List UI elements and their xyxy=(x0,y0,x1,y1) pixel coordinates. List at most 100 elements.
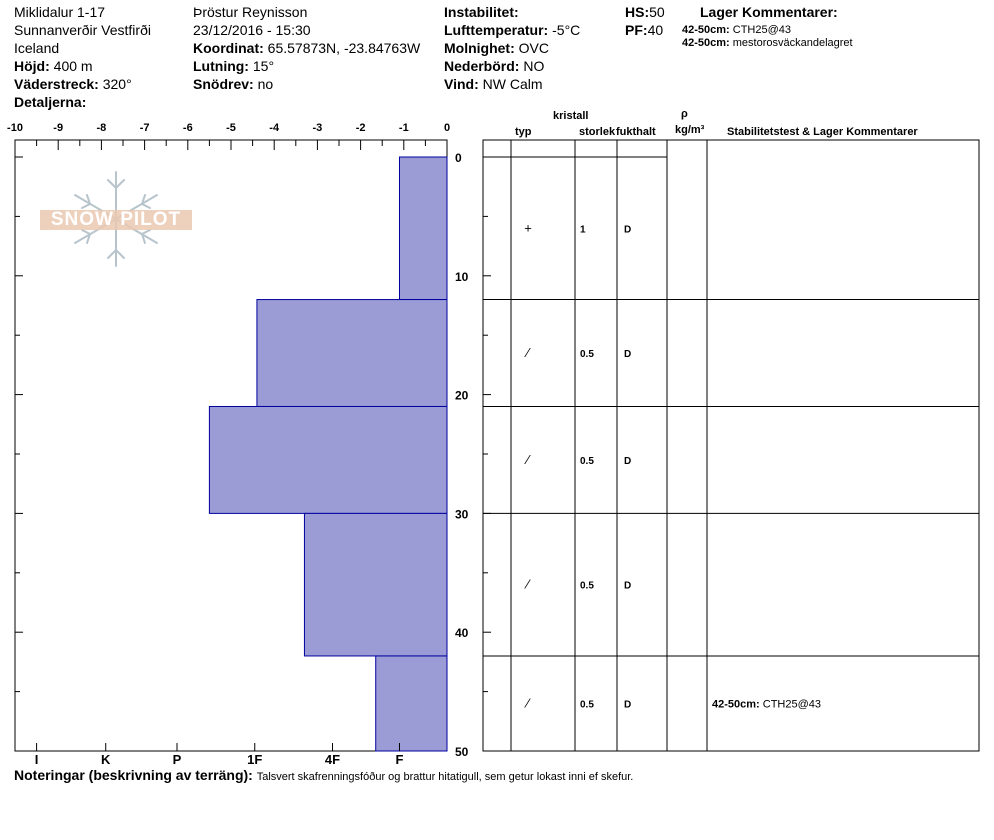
layer-comment-range: 42-50cm: xyxy=(682,24,730,36)
drift-row: Snödrev: no xyxy=(193,75,273,93)
stability-note: 42-50cm: CTH25@43 xyxy=(712,698,821,710)
hardness-bar xyxy=(256,299,448,407)
crystal-type-symbol: + xyxy=(524,220,532,235)
moisture-value: D xyxy=(624,699,631,710)
layer-table: +1 D ⁄ 0.5 D ⁄ 0.5 D ⁄ 0.5 D ⁄ 0.5 D 42-50cm: CTH25@43 xyxy=(483,140,979,751)
wind-row: Vind: NW Calm xyxy=(444,75,543,93)
pf-value: 40 xyxy=(647,22,664,38)
depth-tick-label: 40 xyxy=(455,626,469,640)
x-tick-label: -8 xyxy=(97,122,107,134)
aspect-value: 320° xyxy=(102,76,132,92)
snowpilot-logo: SNOW PILOT xyxy=(38,168,194,270)
sky-row: Molnighet: OVC xyxy=(444,39,549,57)
snow-profile-chart: -10 -9 -8 -7 -6 -5 -4 -3 -2 -1 0 I K P 1F 4F F 01020304… xyxy=(7,122,980,767)
depth-tick-label: 20 xyxy=(455,389,469,403)
moisture-value: D xyxy=(624,224,631,235)
elevation-value: 400 m xyxy=(53,58,93,74)
slope-row: Lutning: 15° xyxy=(193,57,274,75)
logo-text: SNOW PILOT xyxy=(50,209,182,230)
elevation-row: Höjd: 400 m xyxy=(14,57,93,75)
crystal-size-value: 0.5 xyxy=(580,699,594,710)
snowflake-icon xyxy=(40,171,192,267)
hardness-axis-bottom: I K P 1F 4F F xyxy=(35,743,404,767)
details-label: Detaljerna: xyxy=(14,94,87,110)
aspect-label: Väderstreck: xyxy=(14,76,99,92)
crystal-size-value: 0.5 xyxy=(580,349,594,360)
drift-value: no xyxy=(257,76,274,92)
hs-value: 50 xyxy=(649,4,665,20)
x-tick-label: -5 xyxy=(226,122,236,134)
wind-value: NW Calm xyxy=(482,76,543,92)
slope-label: Lutning: xyxy=(193,58,249,74)
hardness-bar xyxy=(208,405,448,514)
moisture-value: D xyxy=(624,349,631,360)
density-rho-header: ρ xyxy=(681,108,688,120)
hardness-axis-top: -10 -9 -8 -7 -6 -5 -4 -3 -2 -1 0 xyxy=(7,122,450,150)
x-tick-label: -1 xyxy=(399,122,409,134)
hs-label: HS: xyxy=(625,4,650,20)
stability-note-range: 42-50cm: xyxy=(712,698,763,710)
precip-value: NO xyxy=(523,58,545,74)
pf-row: PF:40 xyxy=(625,21,663,39)
stability-header: Stabilitetstest & Lager Kommentarer xyxy=(727,126,918,138)
elevation-label: Höjd: xyxy=(14,58,50,74)
x-tick-label: -6 xyxy=(183,122,193,134)
moisture-value: D xyxy=(624,581,631,592)
region-name: Sunnanverðir Vestfirði xyxy=(14,22,151,38)
precip-row: Nederbörd: NO xyxy=(444,57,544,75)
instability-label: Instabilitet: xyxy=(444,4,519,20)
hardness-tick-label: F xyxy=(396,752,404,767)
size-header: storlek xyxy=(579,126,616,138)
observation-datetime: 23/12/2016 - 15:30 xyxy=(193,22,311,38)
layer-comment-range: 42-50cm: xyxy=(682,37,730,49)
hardness-bar xyxy=(375,655,448,752)
sky-label: Molnighet: xyxy=(444,40,515,56)
layer-table-frame xyxy=(482,139,980,752)
hardness-tick-label: 1F xyxy=(247,752,262,767)
stability-note-text: CTH25@43 xyxy=(763,698,821,710)
hs-row: HS:50 xyxy=(625,3,665,21)
air-temp-label: Lufttemperatur: xyxy=(444,22,549,38)
x-tick-label: -4 xyxy=(269,122,280,134)
aspect-row: Väderstreck: 320° xyxy=(14,75,132,93)
crystal-type-symbol: ⁄ xyxy=(524,577,531,592)
depth-tick-label: 50 xyxy=(455,745,469,759)
hardness-bar xyxy=(303,512,448,657)
hardness-bar xyxy=(398,156,448,301)
crystal-type-symbol: ⁄ xyxy=(524,345,531,360)
crystal-type-symbol: ⁄ xyxy=(524,695,531,710)
depth-tick-label: 30 xyxy=(455,507,469,521)
wind-label: Vind: xyxy=(444,76,479,92)
crystal-header: kristall xyxy=(553,110,589,122)
x-tick-label: -10 xyxy=(7,122,23,134)
air-temp-row: Lufttemperatur: -5°C xyxy=(444,21,580,39)
hardness-tick-label: 4F xyxy=(325,752,340,767)
hardness-tick-label: K xyxy=(101,752,111,767)
hardness-bars xyxy=(208,156,448,752)
moisture-header: fukthalt xyxy=(616,126,656,138)
layer-comments-label: Lager Kommentarer: xyxy=(700,4,838,20)
hardness-tick-label: P xyxy=(173,752,182,767)
x-tick-label: -9 xyxy=(53,122,63,134)
coordinate-label: Koordinat: xyxy=(193,40,264,56)
crystal-size-value: 0.5 xyxy=(580,581,594,592)
layer-comment-2: 42-50cm: mestorosväckandelagret xyxy=(682,37,853,50)
x-tick-label: -2 xyxy=(356,122,366,134)
notes-label: Noteringar (beskrivning av terräng): xyxy=(14,767,253,783)
country-name: Iceland xyxy=(14,40,60,56)
slope-value: 15° xyxy=(252,58,275,74)
coordinate-row: Koordinat: 65.57873N, -23.84763W xyxy=(193,39,420,57)
terrain-notes: Noteringar (beskrivning av terräng): Tal… xyxy=(14,767,633,785)
air-temp-value: -5°C xyxy=(552,22,581,38)
coordinate-value: 65.57873N, -23.84763W xyxy=(267,40,421,56)
depth-tick-label: 10 xyxy=(455,270,469,284)
notes-text: Talsvert skafrenningsfóður og brattur hi… xyxy=(256,771,634,783)
x-tick-label: -3 xyxy=(313,122,323,134)
x-tick-label: -7 xyxy=(140,122,150,134)
density-unit-header: kg/m³ xyxy=(675,124,705,136)
observer-name: Þröstur Reynisson xyxy=(193,4,308,20)
location-name: Miklidalur 1-17 xyxy=(14,4,106,20)
pf-label: PF: xyxy=(625,22,648,38)
precip-label: Nederbörd: xyxy=(444,58,520,74)
layer-comment-text: mestorosväckandelagret xyxy=(732,37,853,49)
